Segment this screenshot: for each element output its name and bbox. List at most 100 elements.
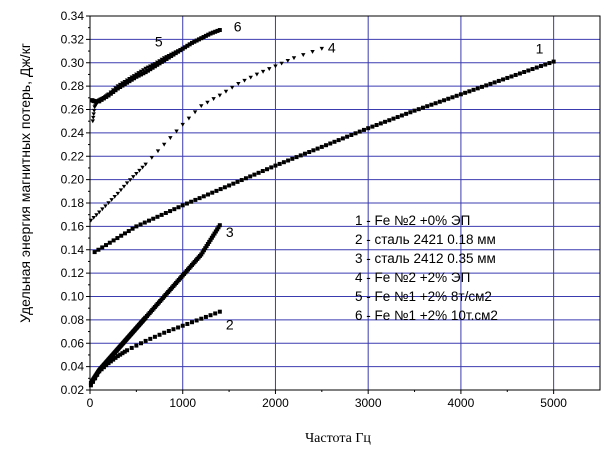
data-point xyxy=(383,119,388,124)
data-point xyxy=(143,162,148,167)
data-point xyxy=(254,72,260,77)
y-axis-label: Удельная энергия магнитных потерь, Дж/кг xyxy=(17,43,33,323)
data-point xyxy=(395,115,400,120)
data-point xyxy=(163,210,168,215)
data-point xyxy=(201,194,206,199)
data-point xyxy=(265,167,270,172)
data-point xyxy=(138,222,143,227)
data-point xyxy=(484,83,489,88)
data-point xyxy=(210,190,215,195)
data-point xyxy=(209,235,214,240)
data-point xyxy=(190,40,194,45)
data-point xyxy=(207,239,212,244)
data-point xyxy=(142,220,147,225)
data-point xyxy=(203,33,208,38)
data-point xyxy=(129,77,134,82)
curve-label-1: 1 xyxy=(536,41,544,57)
data-point xyxy=(166,328,171,333)
data-point xyxy=(349,133,354,137)
data-point xyxy=(206,192,211,197)
data-point xyxy=(530,67,535,72)
legend-entry: 4 - Fe №2 +2% ЭП xyxy=(355,270,470,285)
data-point xyxy=(192,39,197,44)
data-point xyxy=(184,201,189,206)
data-point xyxy=(103,204,108,209)
data-point xyxy=(132,76,137,81)
data-point xyxy=(131,175,136,179)
data-point xyxy=(168,209,173,214)
y-tick-label: 0.22 xyxy=(61,149,85,163)
data-point xyxy=(437,99,442,104)
data-point xyxy=(113,88,118,93)
data-point xyxy=(122,231,127,236)
data-point xyxy=(172,207,177,212)
y-tick-label: 0.34 xyxy=(61,9,85,23)
data-point xyxy=(332,139,337,144)
y-tick-label: 0.28 xyxy=(61,79,85,93)
data-point xyxy=(150,63,155,68)
data-point xyxy=(218,187,223,192)
y-tick-label: 0.16 xyxy=(61,219,85,233)
data-point xyxy=(122,82,127,87)
y-tick-label: 0.26 xyxy=(61,103,85,117)
data-point xyxy=(143,70,148,75)
data-point xyxy=(217,223,222,228)
data-point xyxy=(118,352,123,357)
data-point xyxy=(294,155,299,160)
data-point xyxy=(467,89,472,94)
data-point xyxy=(96,247,101,252)
data-point xyxy=(302,151,307,156)
data-point xyxy=(180,122,185,127)
data-point xyxy=(120,351,125,356)
data-point xyxy=(374,123,379,128)
data-point xyxy=(366,126,371,131)
y-tick-label: 0.08 xyxy=(61,313,85,327)
data-point xyxy=(301,53,306,57)
data-point xyxy=(180,203,185,208)
data-point xyxy=(206,32,211,37)
data-point xyxy=(155,62,160,67)
data-point xyxy=(425,104,430,109)
data-point xyxy=(267,67,272,71)
x-tick-label: 5000 xyxy=(540,396,567,410)
data-point xyxy=(291,56,297,61)
data-point xyxy=(173,51,178,56)
data-point xyxy=(155,214,160,219)
data-point xyxy=(125,348,130,353)
data-point xyxy=(162,58,167,63)
data-point xyxy=(122,349,127,354)
data-point xyxy=(340,136,345,141)
data-point xyxy=(193,197,198,202)
data-point xyxy=(127,79,132,84)
series-1 xyxy=(92,59,556,255)
data-point xyxy=(115,354,120,359)
data-point xyxy=(196,37,201,42)
curve-label-2: 2 xyxy=(226,317,234,333)
data-point xyxy=(100,207,105,212)
data-point xyxy=(109,198,114,202)
data-point xyxy=(94,213,99,218)
data-point xyxy=(501,77,506,82)
data-point xyxy=(185,43,190,48)
data-point xyxy=(148,336,153,341)
data-point xyxy=(111,89,116,94)
data-point xyxy=(446,96,451,101)
data-point xyxy=(118,188,124,193)
data-point xyxy=(190,320,194,325)
data-point xyxy=(189,199,194,204)
y-tick-label: 0.18 xyxy=(61,196,85,210)
data-point xyxy=(526,68,531,73)
data-point xyxy=(111,238,116,243)
data-point xyxy=(212,231,217,236)
data-point xyxy=(286,158,291,163)
data-point xyxy=(513,72,518,77)
data-point xyxy=(162,330,167,335)
data-point xyxy=(139,341,143,346)
data-point xyxy=(522,69,527,74)
data-point xyxy=(203,246,208,251)
legend-entry: 3 - сталь 2412 0.35 мм xyxy=(355,251,496,266)
data-point xyxy=(164,56,169,61)
data-point xyxy=(217,309,222,314)
data-point xyxy=(152,64,157,69)
data-point xyxy=(223,89,229,94)
